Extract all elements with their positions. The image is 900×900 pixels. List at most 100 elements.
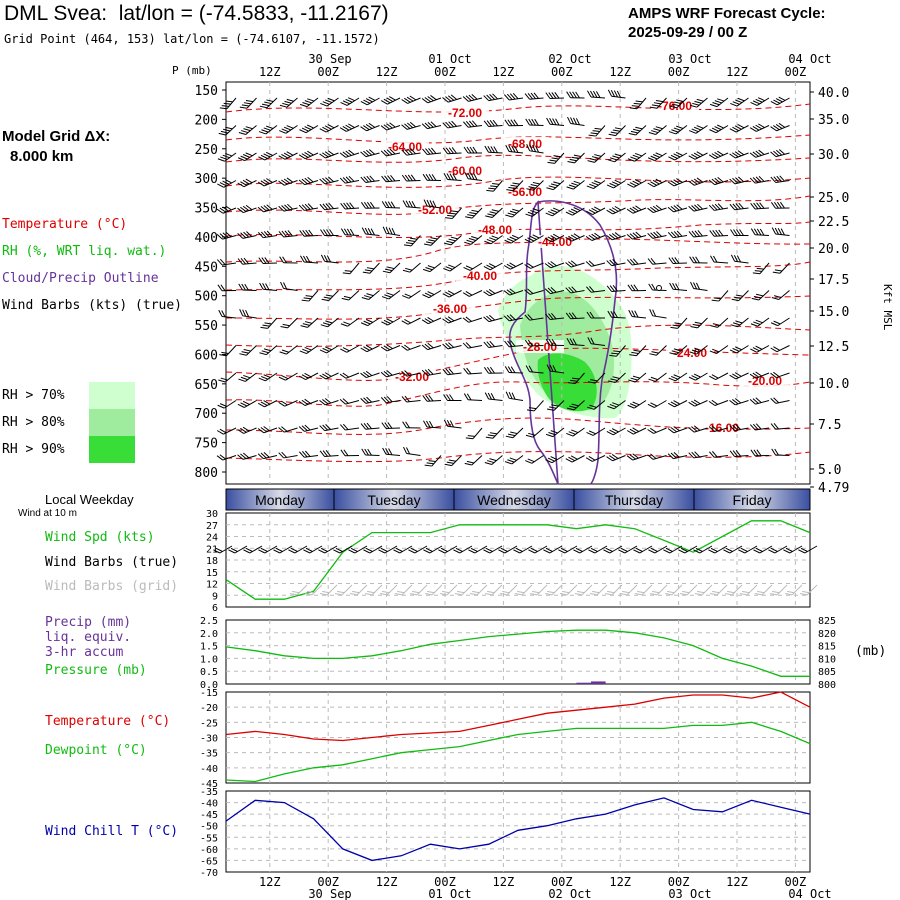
top-date-4: 04 Oct	[788, 52, 831, 66]
forecast-cycle-label: AMPS WRF Forecast Cycle:	[628, 5, 826, 22]
upper-wind-barb-100-flag-3	[553, 181, 561, 185]
upper-wind-barb-373	[403, 446, 421, 456]
wind-barb-true-8	[333, 545, 353, 554]
pressure-ylabel-0: 800	[818, 680, 836, 691]
upper-wind-barb-362-flag-0	[749, 424, 756, 431]
upper-wind-barb-198-flag-0	[259, 282, 264, 290]
upper-wind-barb-133	[647, 204, 667, 214]
upper-wind-barb-15-flag-0	[524, 93, 530, 100]
upper-wind-barb-294-flag-1	[507, 366, 513, 373]
upper-wind-barb-152-flag-1	[466, 239, 474, 243]
upper-wind-barb-91-flag-2	[366, 175, 372, 182]
upper-wind-barb-148-flag-1	[385, 227, 390, 234]
upper-wind-barb-291-flag-1	[445, 368, 451, 375]
upper-wind-barb-286-flag-1	[342, 372, 350, 378]
upper-wind-barb-95-staff	[447, 179, 462, 181]
upper-wind-barb-244	[628, 309, 647, 319]
upper-wind-barb-27-flag-2	[775, 98, 783, 103]
upper-wind-barb-342-flag-0	[339, 424, 346, 431]
upper-wind-barb-185-staff	[570, 262, 585, 268]
upper-wind-barb-294-flag-0	[504, 366, 510, 373]
wind-barb-true-39-flag-0	[798, 549, 806, 554]
upper-wind-barb-161-flag-3	[656, 231, 662, 237]
upper-wind-barb-375-flag-0	[444, 463, 452, 467]
upper-wind-barb-141-flag-1	[240, 232, 247, 239]
upper-wind-barb-147	[361, 227, 380, 236]
upper-wind-barb-338-flag-0	[257, 428, 265, 434]
upper-wind-barb-144-staff	[303, 235, 319, 237]
upper-wind-barb-204-staff	[388, 290, 401, 300]
upper-wind-barb-50-flag-1	[671, 129, 679, 133]
upper-wind-barb-259-flag-2	[365, 344, 373, 350]
wind-barb-grid-5	[289, 584, 308, 596]
wind-barb-grid-15	[439, 584, 458, 596]
upper-wind-barb-38-flag-0	[421, 123, 428, 130]
upper-wind-barb-82	[749, 149, 770, 158]
upper-wind-barb-311-flag-0	[278, 401, 285, 407]
grid-point: Grid Point (464, 153) lat/lon = (-74.610…	[4, 32, 380, 46]
wind-barb-true-22-flag-0	[543, 549, 551, 554]
contour-label-7: -48.00	[478, 223, 512, 237]
wind-barb-grid-12	[394, 584, 413, 596]
upper-wind-barb-137-flag-2	[735, 203, 741, 210]
upper-wind-barb-228	[300, 317, 319, 328]
wind-speed-line	[225, 520, 811, 600]
upper-wind-barb-139-flag-2	[776, 201, 782, 209]
upper-wind-barb-75-flag-3	[614, 153, 622, 157]
upper-wind-barb-117-flag-3	[328, 202, 334, 209]
upper-wind-barb-35	[360, 122, 380, 132]
upper-wind-barb-260-flag-1	[383, 345, 391, 351]
legend-rh: RH (%, WRT liq. wat.)	[2, 244, 167, 259]
upper-wind-barb-86-flag-1	[260, 180, 268, 186]
upper-wind-barb-385-staff	[652, 455, 667, 460]
upper-wind-barb-176-staff	[389, 262, 401, 274]
upper-wind-barb-99	[526, 180, 544, 191]
upper-wind-barb-298	[588, 372, 606, 384]
upper-wind-barb-57	[237, 152, 257, 162]
p-label-600: 600	[195, 348, 218, 363]
upper-wind-barb-30-flag-3	[266, 125, 274, 129]
wind-barb-grid-32-staff	[701, 584, 713, 596]
upper-wind-barb-135-flag-2	[694, 204, 701, 211]
upper-wind-barb-115-flag-0	[278, 205, 285, 212]
upper-wind-barb-65-flag-0	[401, 149, 408, 156]
upper-wind-barb-71-staff	[529, 150, 544, 154]
upper-wind-barb-158-flag-3	[594, 232, 601, 238]
upper-wind-barb-258	[340, 345, 360, 353]
upper-wind-barb-172-flag-1	[303, 255, 308, 263]
upper-wind-barb-17-flag-2	[572, 91, 577, 99]
upper-wind-barb-173-staff	[324, 260, 339, 264]
upper-wind-barb-40-flag-0	[463, 121, 469, 128]
upper-wind-barb-174-flag-1	[344, 270, 352, 272]
upper-wind-barb-0-staff	[226, 97, 237, 110]
upper-wind-barb-321-flag-2	[490, 393, 495, 400]
upper-wind-barb-363-flag-1	[773, 423, 779, 430]
wind-barb-true-8-flag-0	[333, 549, 341, 554]
wind-barb-true-22-flag-1	[545, 547, 553, 552]
upper-wind-barb-161	[647, 231, 667, 239]
upper-wind-barb-322-flag-0	[505, 391, 510, 399]
upper-wind-barb-126-flag-2	[509, 210, 518, 214]
upper-wind-barb-303-flag-0	[688, 376, 696, 381]
upper-wind-barb-107-staff	[694, 180, 708, 186]
upper-wind-barb-296-flag-0	[546, 364, 551, 372]
upper-wind-barb-345	[402, 421, 421, 429]
upper-wind-barb-101-staff	[573, 180, 585, 190]
upper-wind-barb-170	[258, 257, 278, 264]
upper-wind-barb-49-flag-3	[655, 126, 663, 130]
upper-wind-barb-118	[340, 202, 360, 210]
upper-wind-barb-231	[360, 317, 380, 327]
upper-wind-barb-259-flag-1	[363, 346, 370, 351]
wind-barb-grid-17-staff	[476, 584, 488, 596]
upper-wind-barb-136-staff	[714, 207, 729, 211]
upper-wind-barb-11-flag-3	[450, 94, 458, 100]
upper-wind-barb-128-flag-2	[550, 209, 558, 213]
upper-wind-barb-7-flag-2	[365, 98, 373, 103]
wind-barb-true-1	[228, 545, 248, 554]
upper-wind-barb-209-flag-1	[486, 290, 493, 296]
upper-wind-barb-70-flag-2	[511, 145, 516, 153]
upper-wind-barb-175-flag-0	[362, 271, 371, 274]
upper-wind-barb-67-staff	[447, 152, 462, 155]
upper-wind-barb-123-flag-2	[449, 212, 457, 215]
upper-wind-barb-5-flag-0	[320, 102, 328, 107]
